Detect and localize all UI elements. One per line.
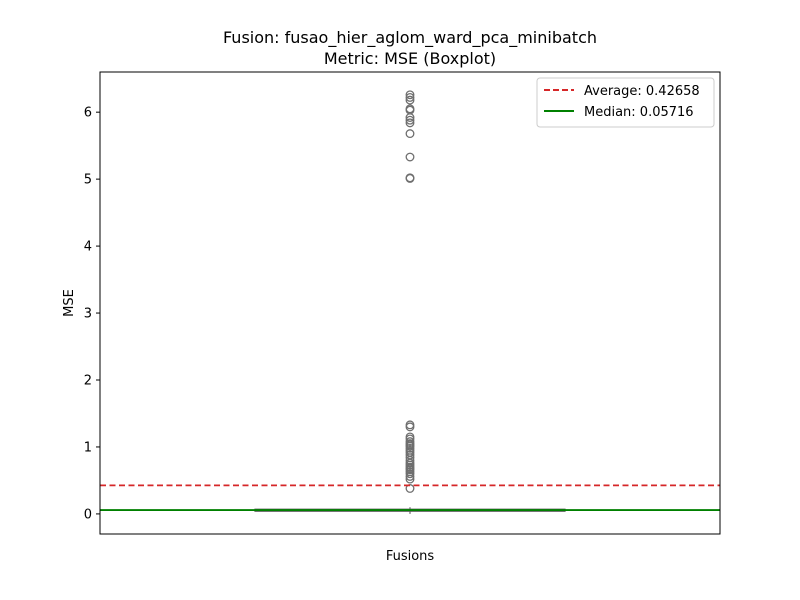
outlier-point [405,90,415,100]
chart-title: Fusion: fusao_hier_aglom_ward_pca_miniba… [223,28,597,48]
plot-area [100,90,720,514]
outlier-point [405,420,415,430]
outlier-point [405,129,415,139]
x-axis-label: Fusions [386,549,435,564]
outlier-point [405,437,415,447]
y-tick-label: 0 [84,507,92,522]
legend: Average: 0.42658 Median: 0.05716 [536,77,715,128]
y-tick-label: 6 [84,106,92,121]
y-axis: 0 1 2 3 4 5 6 [84,106,100,522]
legend-median-label: Median: 0.05716 [584,105,694,120]
y-axis-label: MSE [62,289,77,317]
plot-frame [99,71,721,535]
y-tick-label: 2 [84,374,92,389]
outlier-point [405,95,415,105]
outlier-point [405,432,415,442]
outlier-point [405,173,415,183]
outlier-point [405,152,415,162]
y-tick-label: 5 [84,173,92,188]
outlier-point [405,450,415,460]
outlier-point [405,115,415,125]
legend-box [536,77,715,128]
chart-subtitle: Metric: MSE (Boxplot) [324,49,496,68]
outlier-point [405,92,415,102]
y-tick-label: 1 [84,440,92,455]
outlier-point [405,104,415,114]
y-tick-label: 3 [84,307,92,322]
legend-average-label: Average: 0.42658 [584,84,700,99]
outlier-point [405,118,415,128]
y-tick-label: 4 [84,240,92,255]
